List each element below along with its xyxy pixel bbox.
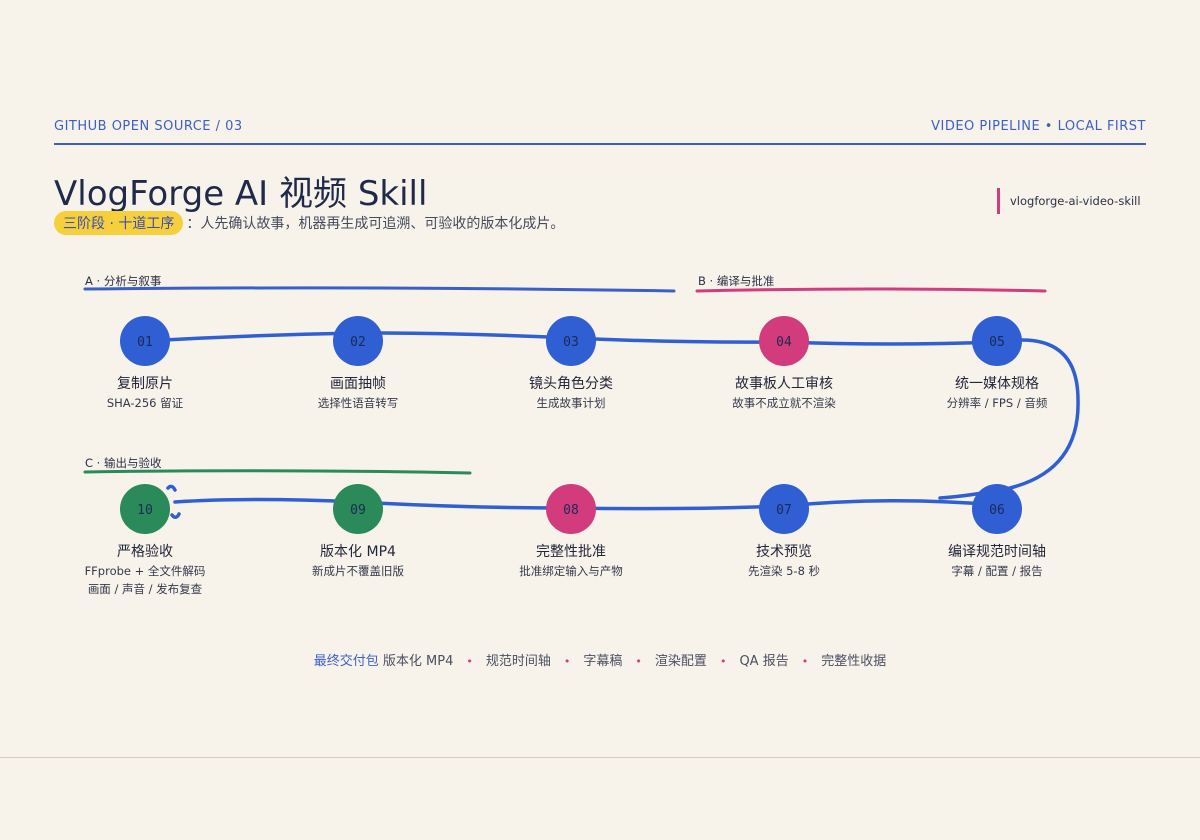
deliverable-item: 完整性收据 [821, 654, 887, 669]
deliverable-item: QA 报告 [739, 654, 789, 669]
stage-count-highlight: 三阶段 · 十道工序 [54, 211, 184, 235]
deliverable-item: 规范时间轴 [485, 654, 551, 669]
stage-label-c: C · 输出与验收 [85, 456, 162, 470]
deliverables-lead: 最终交付包 [313, 654, 379, 669]
header-left-label: GITHUB OPEN SOURCE / 03 [54, 119, 243, 134]
step-number-08: 08 [563, 503, 579, 518]
step-node-01 [120, 316, 170, 366]
step-desc-08-1: 批准绑定输入与产物 [519, 564, 623, 578]
step-number-10: 10 [137, 503, 153, 518]
header-right-label: VIDEO PIPELINE • LOCAL FIRST [931, 119, 1146, 134]
step-title-06: 编译规范时间轴 [948, 544, 1046, 560]
deliverable-separator: • [563, 655, 571, 668]
step-title-09: 版本化 MP4 [320, 544, 396, 560]
step-title-07: 技术预览 [756, 544, 812, 560]
stage-c-underline [83, 469, 472, 475]
step-desc-09-1: 新成片不覆盖旧版 [312, 564, 404, 578]
step-node-03 [546, 316, 596, 366]
deliverable-separator: • [635, 655, 642, 668]
deliverable-item: 渲染配置 [654, 654, 707, 669]
deliverable-separator: • [466, 655, 473, 668]
step-desc-05-1: 分辨率 / FPS / 音频 [946, 396, 1048, 410]
step-number-07: 07 [776, 503, 792, 518]
step-desc-03-1: 生成故事计划 [536, 396, 606, 410]
step-title-01: 复制原片 [117, 376, 173, 392]
step-number-02: 02 [350, 335, 366, 350]
step-node-06 [972, 484, 1022, 534]
step-desc-10-2: 画面 / 声音 / 发布复查 [87, 582, 203, 596]
step-title-10: 严格验收 [117, 544, 173, 560]
stage-a-underline [83, 286, 676, 293]
step-node-09 [333, 484, 383, 534]
stage-label-b: B · 编译与批准 [698, 274, 775, 288]
step-title-03: 镜头角色分类 [529, 376, 613, 392]
step-title-08: 完整性批准 [536, 544, 606, 560]
step-node-07 [759, 484, 809, 534]
step-node-04 [759, 316, 809, 366]
step-title-04: 故事板人工审核 [735, 376, 833, 392]
subtitle: 三阶段 · 十道工序 ：人先确认故事，机器再生成可追溯、可验收的版本化成片。 [54, 211, 564, 235]
deliverables-row: 最终交付包 版本化 MP4 • 规范时间轴 • 字幕稿 • 渲染配置 • QA 报告 • 完整性收据 [0, 650, 1200, 669]
step-node-02 [333, 316, 383, 366]
deliverable-separator: • [801, 655, 809, 668]
step-desc-10-1: FFprobe + 全文件解码 [84, 564, 206, 578]
step-desc-06-1: 字幕 / 配置 / 报告 [951, 564, 1043, 578]
subtitle-text: ：人先确认故事，机器再生成可追溯、可验收的版本化成片。 [186, 216, 565, 232]
stage-label-a: A · 分析与叙事 [85, 274, 162, 288]
step-number-06: 06 [989, 503, 1005, 518]
step-title-05: 统一媒体规格 [955, 376, 1039, 392]
slug-accent-bar [997, 188, 1000, 214]
footer-divider [0, 757, 1200, 758]
stage-b-underline [695, 287, 1047, 293]
header-divider [54, 143, 1146, 145]
step-number-05: 05 [989, 335, 1005, 350]
step-node-05 [972, 316, 1022, 366]
repo-slug: vlogforge-ai-video-skill [1010, 194, 1141, 208]
flow-connector-turn [938, 338, 1080, 500]
step-number-01: 01 [137, 335, 153, 350]
step-number-04: 04 [776, 335, 792, 350]
step-node-10 [120, 484, 170, 534]
deliverable-item: 版本化 MP4 [382, 654, 454, 669]
step-node-08 [546, 484, 596, 534]
step-title-02: 画面抽帧 [330, 376, 386, 392]
step-number-09: 09 [350, 503, 366, 518]
deliverable-item: 字幕稿 [583, 654, 623, 669]
step-number-03: 03 [563, 335, 579, 350]
deliverable-separator: • [719, 655, 727, 668]
step-desc-02-1: 选择性语音转写 [317, 396, 399, 410]
step-desc-07-1: 先渲染 5-8 秒 [747, 564, 821, 578]
step-desc-01-1: SHA-256 留证 [106, 396, 184, 410]
flow-arrowhead [166, 484, 181, 519]
page-title: VlogForge AI 视频 Skill [54, 174, 428, 214]
step-desc-04-1: 故事不成立就不渲染 [732, 396, 836, 410]
